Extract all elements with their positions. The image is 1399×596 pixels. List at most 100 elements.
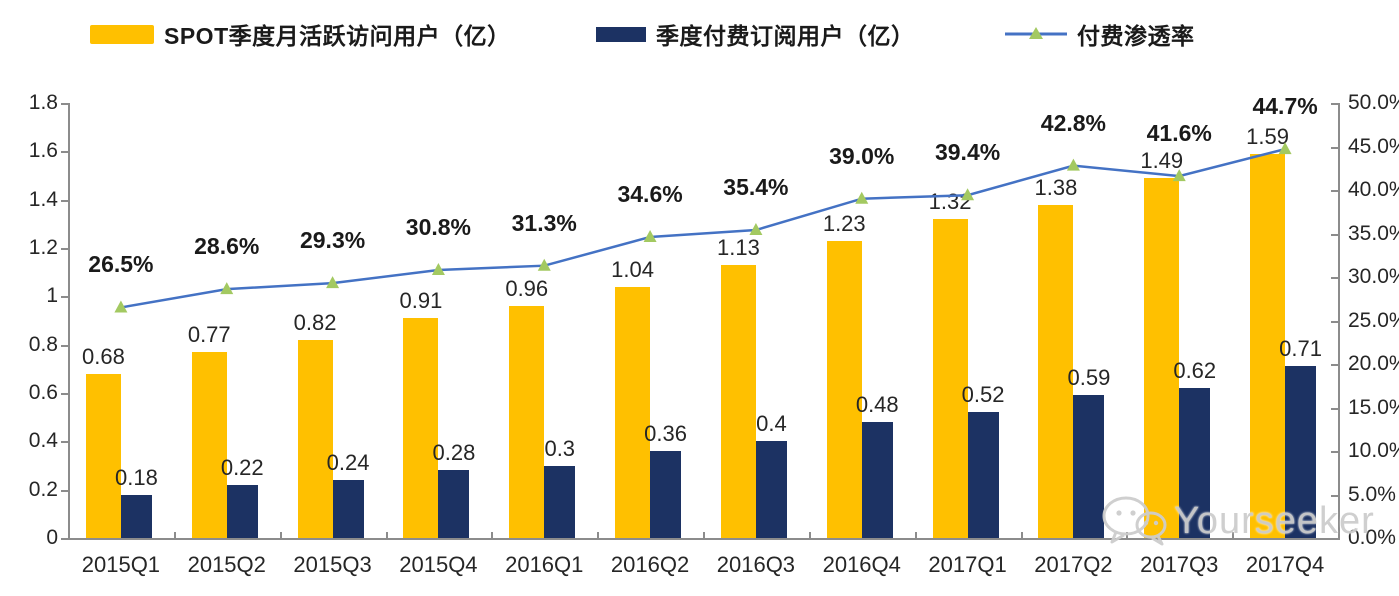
- right-axis-tick: [1331, 190, 1338, 192]
- right-axis-tick: [1331, 320, 1338, 323]
- paid-value-label: 0.4: [756, 411, 787, 437]
- right-axis-tick-label: 40.0%: [1348, 178, 1399, 201]
- legend-item-penetration: 付费渗透率: [1005, 14, 1195, 54]
- mau-bar: [509, 306, 545, 538]
- right-axis-tick-label: 20.0%: [1348, 352, 1399, 375]
- paid-value-label: 0.71: [1279, 336, 1322, 362]
- paid-bar: [544, 465, 576, 538]
- left-axis-tick-label: 1.8: [28, 91, 58, 114]
- penetration-rate-label: 29.3%: [299, 227, 366, 254]
- mau-value-label: 0.91: [399, 288, 443, 314]
- left-axis-tick-label: 0.8: [28, 332, 58, 356]
- right-axis-tick: [1331, 277, 1338, 279]
- left-axis-tick: [61, 393, 68, 395]
- x-axis-category-label: 2016Q3: [716, 552, 796, 577]
- mau-value-label: 0.77: [187, 321, 231, 347]
- penetration-rate-label: 34.6%: [617, 180, 683, 207]
- paid-value-label: 0.22: [220, 454, 264, 480]
- x-axis-tick: [173, 532, 176, 538]
- right-axis-tick-label: 25.0%: [1348, 308, 1399, 332]
- wechat-icon: [1102, 496, 1167, 546]
- left-axis-tick: [61, 248, 68, 250]
- right-axis-tick: [1331, 538, 1338, 540]
- x-axis-tick: [279, 532, 282, 538]
- x-axis-category-label: 2017Q4: [1245, 552, 1325, 577]
- right-axis-tick: [1331, 103, 1338, 105]
- mau-legend-label: SPOT季度月活跃访问用户（亿）: [164, 23, 511, 49]
- line-marker-legend-icon: [1005, 27, 1067, 39]
- triangle-marker: [855, 191, 869, 204]
- left-axis-tick: [61, 103, 68, 105]
- x-axis-category-label: 2017Q2: [1034, 552, 1113, 577]
- right-axis-tick-label: 45.0%: [1348, 134, 1399, 158]
- x-axis-tick: [491, 532, 494, 538]
- right-axis-tick: [1331, 407, 1338, 410]
- mau-bar: [615, 286, 651, 538]
- penetration-rate-label: 30.8%: [405, 214, 472, 241]
- penetration-rate-label: 28.6%: [194, 233, 260, 260]
- paid-bar: [438, 470, 470, 538]
- right-axis-tick: [1331, 451, 1338, 453]
- x-axis-tick: [808, 532, 811, 538]
- paid-value-label: 0.3: [544, 435, 576, 461]
- x-axis-category-label: 2015Q2: [187, 552, 266, 577]
- mau-bar: [297, 339, 333, 538]
- mau-value-label: 1.04: [611, 256, 654, 282]
- left-axis-tick: [61, 199, 68, 202]
- mau-bar: [720, 264, 756, 538]
- paid-bar: [1073, 395, 1105, 538]
- right-axis-line: [1338, 103, 1340, 538]
- right-axis-tick-label: 35.0%: [1348, 221, 1399, 245]
- paid-bar: [1179, 388, 1211, 538]
- right-axis-tick-label: 5.0%: [1348, 482, 1396, 506]
- paid-value-label: 0.28: [432, 440, 476, 466]
- left-axis-tick: [61, 151, 68, 154]
- left-axis-tick: [61, 538, 68, 540]
- paid-bar: [967, 412, 999, 538]
- left-axis-tick: [61, 441, 68, 444]
- paid-value-label: 0.52: [961, 382, 1005, 408]
- left-axis-line: [68, 103, 70, 538]
- x-axis-tick: [914, 532, 917, 538]
- left-axis-tick-label: 1: [46, 284, 58, 308]
- left-axis-tick-label: 1.4: [28, 187, 58, 211]
- bottom-axis-line: [68, 538, 1340, 540]
- left-axis-tick-label: 0: [46, 526, 58, 549]
- paid-legend-swatch: [596, 26, 646, 42]
- triangle-marker: [326, 276, 340, 289]
- right-axis-tick-label: 50.0%: [1348, 91, 1399, 114]
- left-axis-tick-label: 0.6: [28, 381, 58, 404]
- left-axis-tick: [61, 344, 68, 347]
- left-axis-tick: [61, 296, 68, 299]
- x-axis-category-label: 2015Q4: [399, 552, 478, 577]
- penetration-rate-label: 35.4%: [723, 174, 789, 201]
- mau-bar: [403, 318, 439, 538]
- x-axis-tick: [385, 532, 388, 538]
- right-axis-tick-label: 10.0%: [1348, 439, 1399, 462]
- paid-bar: [120, 494, 152, 538]
- right-axis-tick-label: 15.0%: [1348, 395, 1399, 419]
- paid-value-label: 0.62: [1173, 358, 1217, 384]
- mau-bar: [85, 373, 121, 538]
- mau-value-label: 1.59: [1246, 123, 1289, 149]
- penetration-rate-label: 42.8%: [1040, 109, 1107, 136]
- triangle-marker: [749, 223, 763, 236]
- mau-value-label: 0.82: [293, 309, 337, 335]
- penetration-rate-label: 44.7%: [1252, 93, 1318, 120]
- right-axis-tick-label: 0.0%: [1348, 526, 1396, 549]
- x-axis-tick: [1232, 532, 1235, 538]
- triangle-marker: [220, 282, 234, 295]
- left-axis-tick: [61, 489, 68, 492]
- paid-value-label: 0.24: [326, 450, 370, 475]
- x-axis-category-label: 2015Q1: [81, 552, 161, 577]
- mau-bar: [932, 219, 968, 538]
- x-axis-tick: [1020, 532, 1023, 538]
- watermark-text: Yourseeker: [1174, 499, 1375, 542]
- mau-bar: [191, 351, 227, 538]
- legend-item-paid: 季度付费订阅用户（亿）: [596, 14, 915, 54]
- paid-value-label: 0.18: [114, 464, 158, 490]
- left-axis-tick-label: 0.4: [28, 429, 58, 453]
- triangle-marker: [114, 300, 128, 313]
- penetration-rate-label: 39.0%: [829, 142, 895, 169]
- mau-value-label: 0.68: [81, 343, 125, 369]
